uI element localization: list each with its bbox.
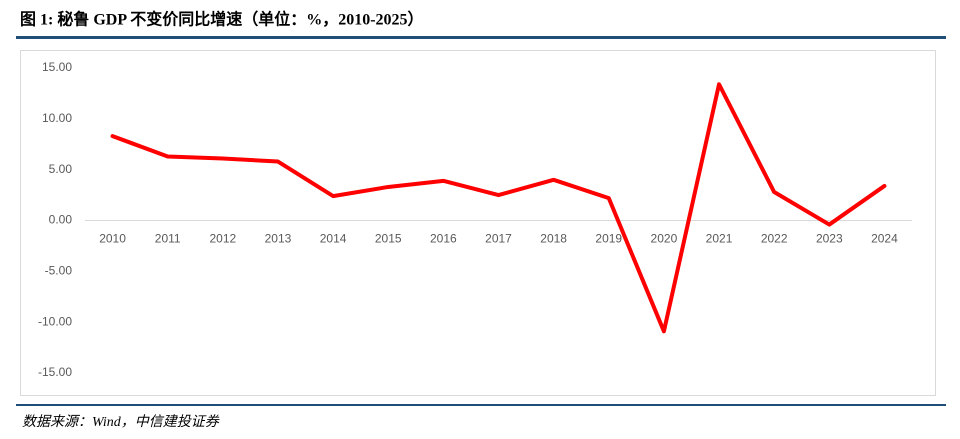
x-tick-label: 2020: [651, 232, 678, 246]
x-tick-label: 2013: [265, 232, 292, 246]
x-tick-label: 2010: [99, 232, 126, 246]
source-rule: [16, 404, 946, 406]
title-rule: [16, 36, 946, 39]
y-tick-label: -10.00: [38, 314, 72, 328]
x-tick-label: 2018: [540, 232, 567, 246]
source-note: 数据来源：Wind，中信建投证券: [22, 414, 220, 430]
y-tick-label: 0.00: [49, 213, 73, 227]
x-tick-label: 2015: [375, 232, 402, 246]
x-tick-label: 2011: [155, 232, 181, 246]
data-line: [110, 82, 887, 334]
y-tick-label: 5.00: [49, 162, 73, 176]
x-tick-label: 2019: [595, 232, 622, 246]
plot-frame: [20, 50, 936, 396]
x-tick-label: 2014: [320, 232, 347, 246]
y-tick-label: -5.00: [45, 264, 73, 278]
x-tick-label: 2024: [871, 232, 898, 246]
x-tick-label: 2022: [761, 232, 788, 246]
x-tick-label: 2023: [816, 232, 843, 246]
y-tick-label: 15.00: [42, 60, 72, 74]
y-tick-label: 10.00: [42, 111, 72, 125]
chart-title: 图 1: 秘鲁 GDP 不变价同比增速（单位：%，2010-2025）: [20, 10, 424, 29]
x-tick-label: 2017: [485, 232, 512, 246]
y-tick-label: -15.00: [38, 365, 72, 379]
x-tick-label: 2021: [706, 232, 733, 246]
x-tick-label: 2016: [430, 232, 457, 246]
x-tick-label: 2012: [209, 232, 236, 246]
